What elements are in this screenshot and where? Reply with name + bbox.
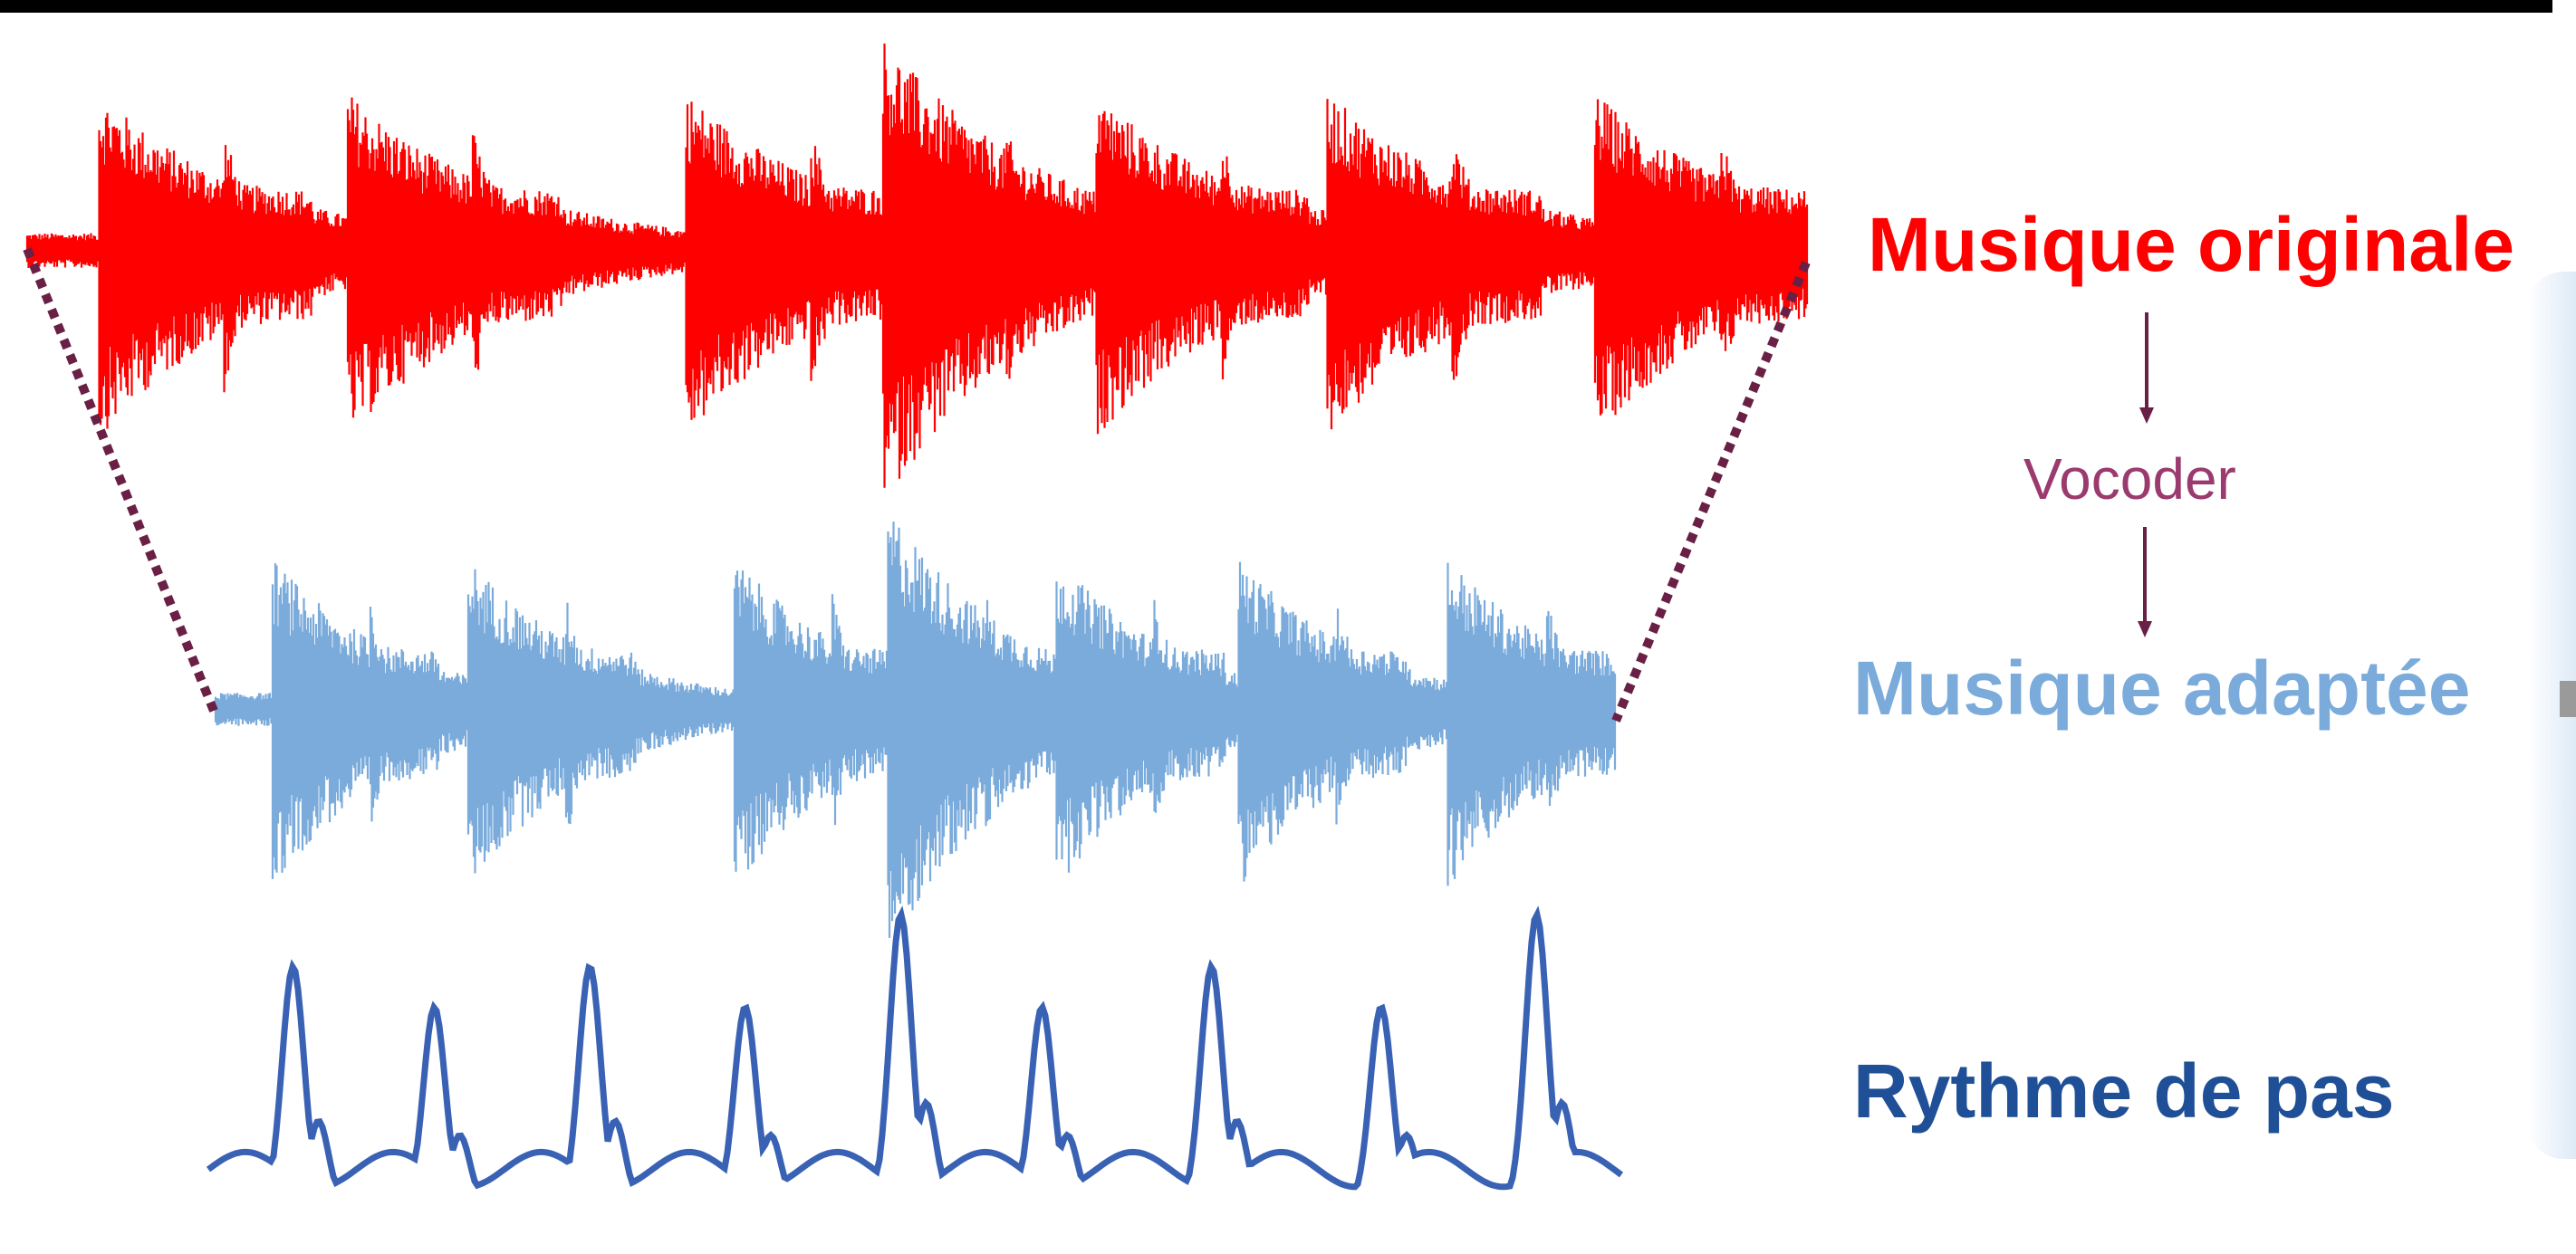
dotted-connector-right (1611, 261, 1811, 723)
original-music-waveform (25, 43, 1809, 488)
arrow-original-to-vocoder (2139, 312, 2154, 424)
label-original-music: Musique originale (1868, 202, 2515, 287)
waveform-trace (25, 43, 1809, 488)
arrow-vocoder-to-adapted (2138, 527, 2152, 637)
step-rhythm-curve (206, 905, 1624, 1191)
side-panel-handle (2560, 681, 2576, 717)
adapted-music-waveform (214, 522, 1617, 938)
waveform-trace (214, 522, 1617, 938)
dotted-connector-left (23, 247, 220, 717)
top-border-bar (0, 0, 2552, 13)
label-vocoder: Vocoder (2023, 446, 2236, 512)
label-step-rhythm: Rythme de pas (1853, 1048, 2395, 1134)
rhythm-trace (206, 905, 1624, 1191)
label-adapted-music: Musique adaptée (1853, 646, 2471, 731)
